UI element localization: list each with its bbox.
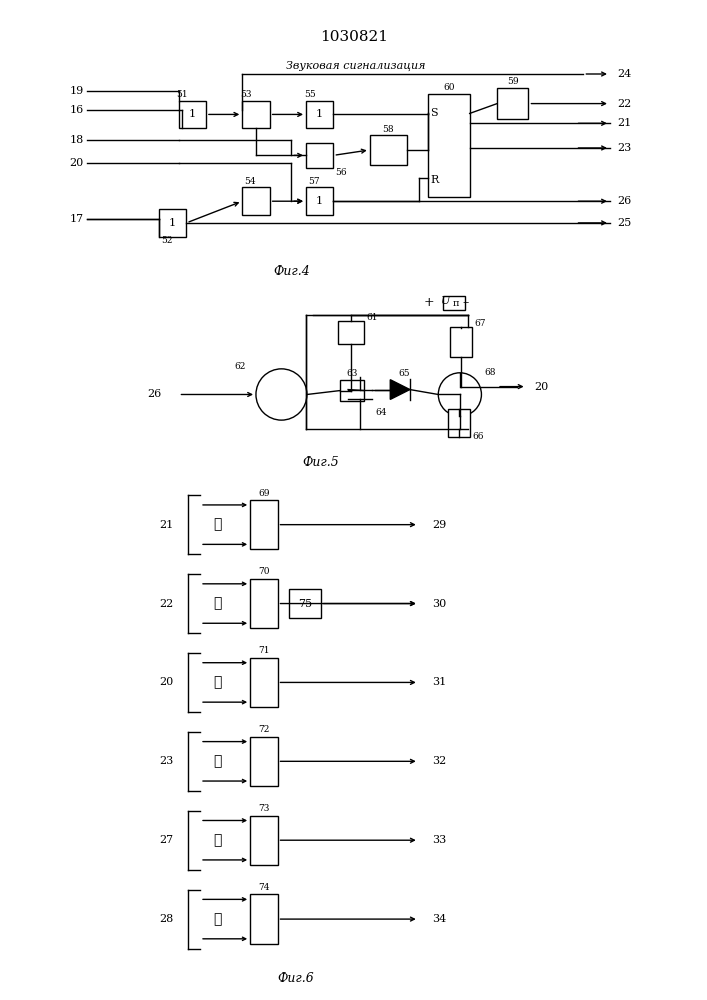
Text: 23: 23 — [159, 756, 174, 766]
Text: 71: 71 — [258, 646, 269, 655]
Text: 75: 75 — [298, 599, 312, 609]
Text: п: п — [452, 299, 460, 308]
Text: 64: 64 — [375, 408, 387, 417]
Text: 32: 32 — [433, 756, 447, 766]
Bar — [370, 135, 407, 165]
Text: 68: 68 — [484, 368, 496, 377]
Text: U: U — [440, 296, 450, 306]
Text: 26: 26 — [148, 389, 162, 399]
Text: 54: 54 — [244, 177, 256, 186]
Text: +: + — [423, 296, 434, 309]
Text: 33: 33 — [433, 835, 447, 845]
Text: 67: 67 — [474, 319, 486, 328]
Text: 18: 18 — [69, 135, 83, 145]
Text: 74: 74 — [258, 883, 269, 892]
Text: 58: 58 — [382, 125, 394, 134]
Text: 1: 1 — [169, 218, 176, 228]
Text: 31: 31 — [433, 677, 447, 687]
Text: 65: 65 — [398, 369, 410, 378]
Text: 20: 20 — [159, 677, 174, 687]
Text: 26: 26 — [617, 196, 631, 206]
Text: 16: 16 — [69, 105, 83, 115]
Text: Звуковая сигнализация: Звуковая сигнализация — [286, 61, 426, 71]
Text: R: R — [431, 175, 438, 185]
Text: 66: 66 — [472, 432, 484, 441]
Bar — [306, 101, 334, 128]
Bar — [450, 327, 472, 357]
Text: 21: 21 — [617, 118, 631, 128]
Bar — [250, 894, 278, 944]
Bar — [428, 94, 469, 197]
Text: ⋮: ⋮ — [214, 597, 222, 611]
Text: –: – — [462, 296, 469, 309]
Text: 56: 56 — [335, 168, 347, 177]
Bar — [250, 737, 278, 786]
Text: 60: 60 — [443, 83, 455, 92]
Text: 22: 22 — [159, 599, 174, 609]
Text: 59: 59 — [507, 77, 519, 86]
Text: 72: 72 — [258, 725, 269, 734]
Bar — [443, 296, 464, 310]
Text: 62: 62 — [235, 362, 246, 371]
Bar — [289, 589, 321, 618]
Text: 22: 22 — [617, 99, 631, 109]
Text: ⋮: ⋮ — [214, 675, 222, 689]
Bar — [339, 321, 364, 344]
Bar — [243, 187, 269, 215]
Bar — [497, 88, 529, 119]
Bar — [243, 101, 269, 128]
Bar — [178, 101, 206, 128]
Text: 70: 70 — [258, 567, 269, 576]
Bar — [250, 658, 278, 707]
Polygon shape — [390, 380, 410, 399]
Text: 69: 69 — [258, 489, 269, 498]
Text: 27: 27 — [160, 835, 174, 845]
Text: 21: 21 — [159, 520, 174, 530]
Text: 1030821: 1030821 — [320, 30, 388, 44]
Text: 73: 73 — [258, 804, 269, 813]
Text: 17: 17 — [69, 214, 83, 224]
Text: 20: 20 — [69, 158, 83, 168]
Bar — [250, 816, 278, 865]
Text: 1: 1 — [316, 109, 323, 119]
Text: Фиг.4: Фиг.4 — [273, 265, 310, 278]
Text: 25: 25 — [617, 218, 631, 228]
Text: ⋮: ⋮ — [214, 833, 222, 847]
Text: 20: 20 — [534, 382, 549, 392]
Text: 57: 57 — [308, 177, 320, 186]
Text: 29: 29 — [433, 520, 447, 530]
Text: 53: 53 — [240, 90, 252, 99]
Bar — [448, 409, 469, 437]
Text: 63: 63 — [346, 369, 358, 378]
Bar — [306, 187, 334, 215]
Text: 51: 51 — [177, 90, 188, 99]
Text: 19: 19 — [69, 86, 83, 96]
Text: 23: 23 — [617, 143, 631, 153]
Text: S: S — [431, 108, 438, 118]
Text: Фиг.6: Фиг.6 — [278, 972, 315, 985]
Bar — [159, 209, 187, 237]
Text: ⋮: ⋮ — [214, 754, 222, 768]
Text: 61: 61 — [367, 313, 378, 322]
Text: 1: 1 — [189, 109, 196, 119]
Text: 28: 28 — [159, 914, 174, 924]
Bar — [250, 579, 278, 628]
Text: 34: 34 — [433, 914, 447, 924]
Text: ⋮: ⋮ — [214, 912, 222, 926]
Text: 55: 55 — [304, 90, 316, 99]
Text: 1: 1 — [316, 196, 323, 206]
Text: 52: 52 — [161, 236, 173, 245]
Bar — [306, 143, 334, 168]
Text: 24: 24 — [617, 69, 631, 79]
Text: ⋮: ⋮ — [214, 518, 222, 532]
Bar — [340, 380, 364, 401]
Text: Фиг.5: Фиг.5 — [303, 456, 339, 469]
Bar — [250, 500, 278, 549]
Text: 30: 30 — [433, 599, 447, 609]
